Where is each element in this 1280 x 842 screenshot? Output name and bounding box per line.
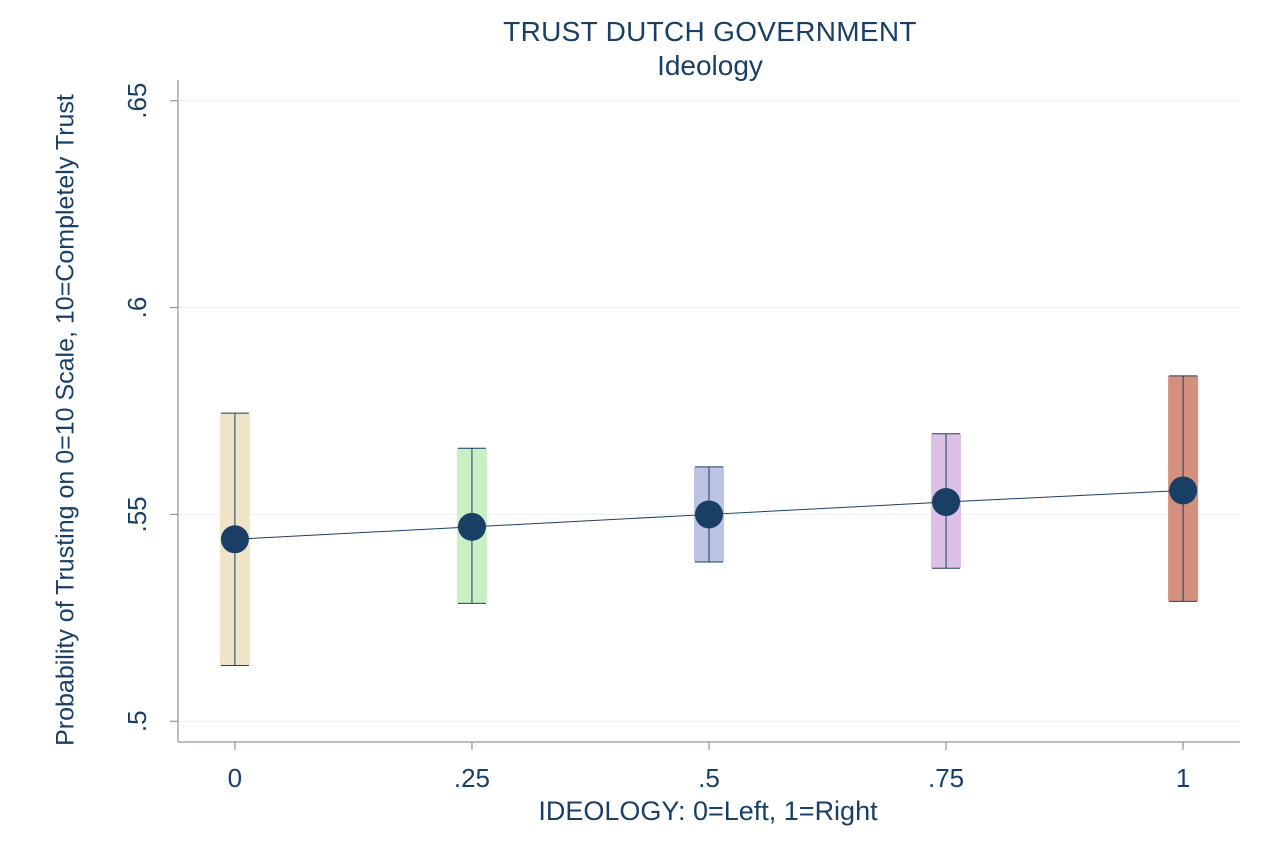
y-tick-label: .55 — [122, 496, 152, 532]
y-tick-label: .6 — [122, 297, 152, 319]
data-point — [932, 488, 961, 517]
data-point — [457, 512, 486, 541]
x-axis-label: IDEOLOGY: 0=Left, 1=Right — [538, 796, 878, 826]
x-tick-label: .5 — [698, 763, 720, 793]
x-tick-label: .25 — [454, 763, 490, 793]
data-point — [695, 500, 723, 529]
x-tick-label: 0 — [228, 763, 242, 793]
y-tick-label: .65 — [122, 83, 152, 119]
data-point — [1169, 476, 1198, 505]
y-tick-label: .5 — [122, 710, 152, 732]
data-point — [220, 525, 249, 554]
chart-title: TRUST DUTCH GOVERNMENT — [503, 16, 917, 47]
chart-subtitle: Ideology — [657, 50, 763, 81]
x-tick-label: 1 — [1176, 763, 1190, 793]
x-tick-label: .75 — [928, 763, 964, 793]
